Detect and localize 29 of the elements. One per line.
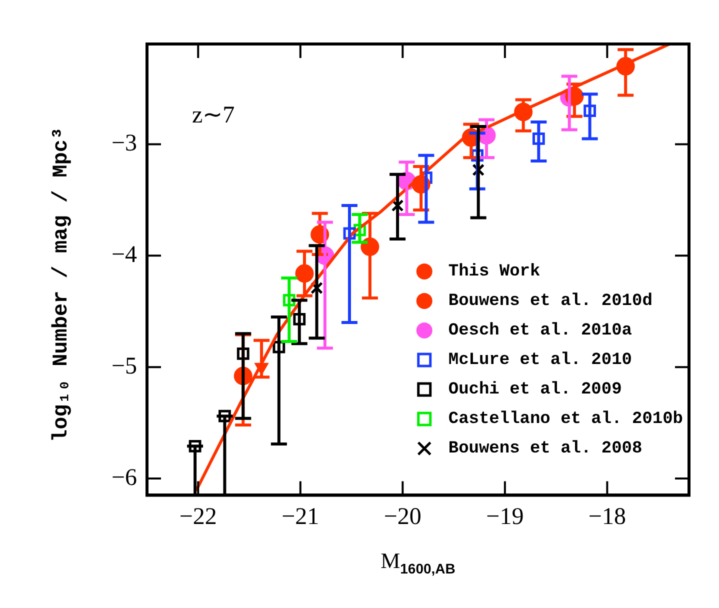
x-tick-label: −19 <box>486 504 524 530</box>
x-tick-label: −20 <box>384 504 422 530</box>
legend-label: Bouwens et al. 2008 <box>448 440 642 459</box>
point <box>293 312 306 326</box>
legend-label: Oesch et al. 2010a <box>448 322 632 341</box>
y-tick-label: −3 <box>111 130 137 157</box>
x-tick-label: −22 <box>179 504 217 530</box>
y-tick-label: −5 <box>111 353 137 380</box>
point <box>310 282 323 294</box>
point <box>188 440 202 452</box>
legend-label: Bouwens et al. 2010d <box>448 292 652 312</box>
point <box>532 132 545 145</box>
point <box>391 199 404 212</box>
legend-label: This Work <box>448 262 540 282</box>
point <box>472 164 485 176</box>
legend-label: Ouchi et al. 2009 <box>448 380 622 400</box>
legend-label: McLure et al. 2010 <box>448 351 632 370</box>
y-tick-label: −6 <box>111 464 137 491</box>
x-tick-label: −21 <box>282 504 320 530</box>
point <box>282 294 296 306</box>
x-axis-title: M$_{1600,AB}$ <box>380 548 456 576</box>
legend-label: Castellano et al. 2010b <box>448 410 683 430</box>
y-tick-label: −4 <box>111 242 137 268</box>
annotation: z∼7 <box>192 102 235 128</box>
point <box>584 104 596 118</box>
x-tick-label: −18 <box>588 504 626 530</box>
point <box>218 410 231 422</box>
y-axis-title: log₁₀ Number / mag / Mpc³ <box>50 126 74 444</box>
point <box>236 348 250 360</box>
